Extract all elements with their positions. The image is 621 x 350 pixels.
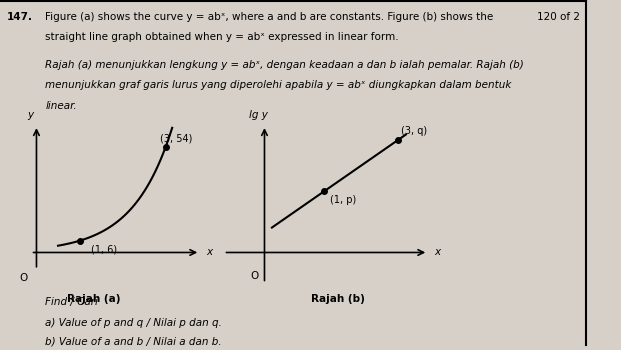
Text: Rajah (a): Rajah (a) — [67, 294, 120, 304]
Text: (3, 54): (3, 54) — [160, 133, 193, 143]
Text: a) Value of p and q / Nilai p dan q.: a) Value of p and q / Nilai p dan q. — [45, 318, 222, 328]
Text: Rajah (a) menunjukkan lengkung y = abˣ, dengan keadaan a dan b ialah pemalar. Ra: Rajah (a) menunjukkan lengkung y = abˣ, … — [45, 60, 524, 70]
Text: Figure (a) shows the curve y = abˣ, where a and b are constants. Figure (b) show: Figure (a) shows the curve y = abˣ, wher… — [45, 12, 494, 22]
Text: b) Value of a and b / Nilai a dan b.: b) Value of a and b / Nilai a dan b. — [45, 337, 222, 347]
Text: 120 of 2: 120 of 2 — [537, 12, 580, 22]
Text: Rajah (b): Rajah (b) — [311, 294, 365, 304]
Text: (1, 6): (1, 6) — [91, 244, 117, 254]
Text: 147.: 147. — [7, 12, 34, 22]
Text: x: x — [206, 247, 212, 258]
Text: straight line graph obtained when y = abˣ expressed in linear form.: straight line graph obtained when y = ab… — [45, 32, 399, 42]
Text: y: y — [27, 110, 34, 120]
Text: (1, p): (1, p) — [330, 195, 356, 205]
Text: O: O — [19, 273, 28, 283]
Text: linear.: linear. — [45, 101, 77, 111]
Text: (3, q): (3, q) — [401, 126, 427, 136]
Text: menunjukkan graf garis lurus yang diperolehi apabila y = abˣ diungkapkan dalam b: menunjukkan graf garis lurus yang dipero… — [45, 80, 512, 91]
Text: O: O — [250, 271, 258, 281]
Text: lg y: lg y — [249, 110, 268, 120]
Text: x: x — [434, 247, 440, 258]
Text: Find / Cari: Find / Cari — [45, 297, 98, 307]
